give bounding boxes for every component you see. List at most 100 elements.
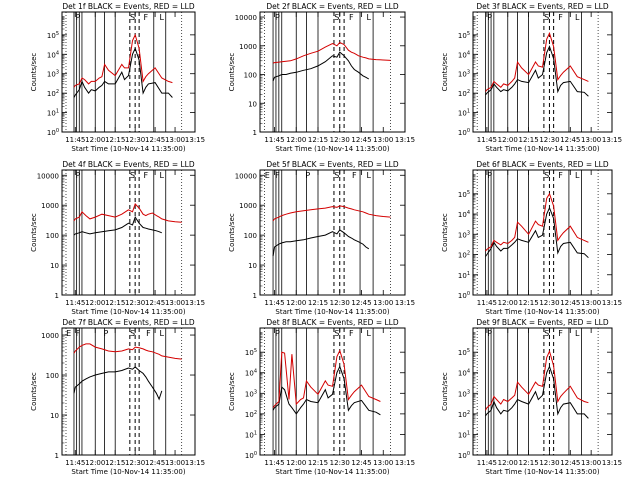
x-tick-label: 12:30 (330, 136, 350, 144)
x-tick-label: 11:45 (477, 136, 497, 144)
x-tick-label: 13:00 (165, 299, 185, 307)
phase-label: S (544, 171, 549, 180)
y-tick-exponent: 3 (467, 230, 470, 236)
phase-label: P (487, 329, 492, 338)
y-tick-base: 10 (47, 110, 56, 118)
x-tick-label: 12:30 (539, 459, 559, 467)
y-tick-exponent: 5 (56, 31, 59, 37)
phase-label: F (558, 171, 563, 180)
phase-label: L (160, 329, 165, 338)
y-tick-label: 102 (458, 251, 470, 260)
y-tick-base: 10 (458, 71, 467, 79)
y-tick-label: 104 (458, 50, 470, 59)
y-axis-label: Counts/sec (441, 372, 449, 411)
x-tick-label: 11:45 (65, 136, 85, 144)
x-tick-label: 12:00 (286, 136, 306, 144)
y-tick-exponent: 0 (254, 451, 257, 457)
plot-frame (61, 327, 196, 456)
x-tick-label: 13:15 (602, 299, 622, 307)
y-tick-base: 10 (458, 110, 467, 118)
y-axis-label: Counts/sec (30, 53, 38, 92)
panel-title: Det 2f BLACK = Events, RED = LLD (266, 2, 399, 11)
series-line-events (485, 45, 589, 97)
y-axis-label: Counts/sec (441, 213, 449, 252)
y-tick-base: 10 (458, 370, 467, 378)
y-tick-base: 10 (245, 431, 254, 439)
y-tick-exponent: 2 (467, 251, 470, 257)
y-tick-label: 105 (47, 31, 59, 40)
phase-label: S (130, 13, 135, 22)
phase-label: L (160, 13, 165, 22)
series-line-events (272, 229, 370, 257)
series-line-events (485, 206, 589, 259)
x-axis-label: Start Time (10-Nov-14 11:35:00) (71, 145, 185, 153)
series-line-lld (272, 205, 391, 222)
y-tick-base: 10 (245, 349, 254, 357)
x-tick-label: 12:30 (125, 459, 145, 467)
x-tick-label: 12:45 (351, 136, 371, 144)
panel: Det 4f BLACK = Events, RED = LLD P S F L 1 10 1… (30, 160, 205, 316)
y-tick-base: 10 (47, 32, 56, 40)
x-tick-label: 12:00 (85, 459, 105, 467)
series-line-events (73, 47, 173, 98)
y-tick-exponent: 3 (254, 389, 257, 395)
y-tick-base: 10 (47, 90, 56, 98)
x-axis-label: Start Time (10-Nov-14 11:35:00) (71, 468, 185, 476)
panel-title: Det 1f BLACK = Events, RED = LLD (62, 2, 195, 11)
x-tick-label: 13:15 (185, 299, 205, 307)
y-tick-base: 10 (458, 32, 467, 40)
y-tick-label: 100 (458, 128, 470, 137)
y-tick-exponent: 0 (467, 451, 470, 457)
y-tick-base: 10 (458, 292, 467, 300)
y-tick-label: 103 (458, 230, 470, 239)
series-line-lld (73, 203, 182, 223)
x-tick-label: 12:30 (330, 459, 350, 467)
x-tick-label: 12:45 (351, 459, 371, 467)
y-tick-label: 104 (458, 369, 470, 378)
phase-label: L (575, 171, 580, 180)
x-tick-label: 12:15 (105, 299, 125, 307)
panel-title: Det 7f BLACK = Events, RED = LLD (62, 318, 195, 327)
y-tick-label: 1000 (239, 43, 257, 51)
phase-label: S (544, 329, 549, 338)
x-tick-label: 12:00 (85, 299, 105, 307)
y-axis-label: Counts/sec (228, 213, 236, 252)
y-tick-label: 10 (50, 262, 59, 270)
y-tick-base: 10 (47, 129, 56, 137)
y-tick-label: 100 (47, 128, 59, 137)
y-tick-exponent: 2 (254, 410, 257, 416)
y-tick-label: 102 (458, 410, 470, 419)
x-tick-label: 12:30 (125, 299, 145, 307)
y-tick-label: 10 (248, 100, 257, 108)
x-tick-label: 13:15 (395, 136, 415, 144)
x-tick-label: 12:15 (105, 136, 125, 144)
y-tick-label: 105 (458, 348, 470, 357)
phase-label: L (575, 329, 580, 338)
x-tick-label: 12:45 (560, 136, 580, 144)
x-tick-label: 12:15 (308, 459, 328, 467)
series-line-events (73, 215, 162, 236)
phase-label: F (349, 329, 354, 338)
y-tick-exponent: 3 (467, 389, 470, 395)
y-tick-label: 1000 (41, 332, 59, 340)
y-tick-exponent: 1 (467, 430, 470, 436)
plot-frame (61, 11, 196, 133)
x-tick-label: 12:30 (539, 136, 559, 144)
series-line-lld (485, 31, 589, 92)
y-tick-base: 10 (458, 129, 467, 137)
y-tick-label: 10000 (37, 172, 59, 180)
y-tick-exponent: 2 (467, 410, 470, 416)
plot-frame (259, 327, 406, 456)
phase-label: P (275, 329, 280, 338)
phase-label: L (160, 171, 165, 180)
x-tick-label: 13:15 (602, 459, 622, 467)
y-tick-exponent: 0 (467, 291, 470, 297)
y-tick-exponent: 4 (467, 210, 470, 216)
phase-label: F (352, 171, 357, 180)
x-tick-label: 12:15 (519, 136, 539, 144)
y-tick-label: 1000 (239, 202, 257, 210)
